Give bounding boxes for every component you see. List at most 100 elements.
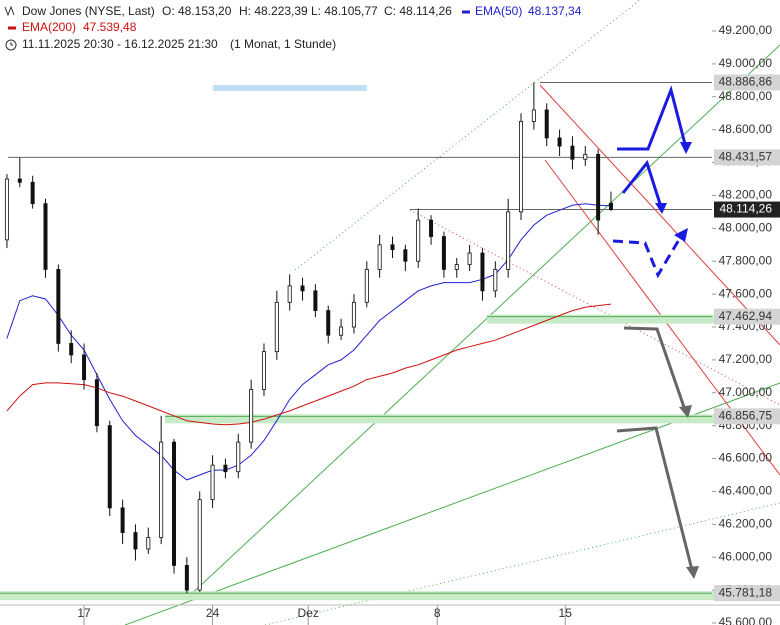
y-tick-label: 48.800,00 (719, 89, 773, 103)
arrow (621, 159, 663, 208)
candle-body (454, 264, 459, 270)
price-tag-label: 48.431,57 (719, 150, 773, 164)
arrow-head (686, 566, 699, 579)
x-tick-label: Dez (298, 606, 319, 620)
candle-body (506, 211, 511, 270)
candle-body (43, 203, 48, 270)
y-tick-label: 49.000,00 (719, 56, 773, 70)
plot (4, 82, 613, 594)
candle-body (493, 269, 498, 292)
candle-body (274, 301, 279, 353)
axis: 45.600,0045.800,0046.000,0046.200,0046.4… (0, 23, 780, 625)
candle-body (364, 269, 369, 303)
period: (1 Monat, 1 Stunde) (230, 37, 336, 51)
price-tag-label: 45.781,18 (719, 585, 773, 599)
candle-body (172, 441, 177, 566)
price-tag-label: 48.114,26 (720, 202, 773, 216)
candle-body (480, 252, 485, 292)
x-tick-label: 17 (77, 606, 91, 620)
candle-body (159, 441, 164, 538)
y-tick-label: 48.000,00 (719, 221, 773, 235)
y-tick-label: 46.000,00 (719, 549, 773, 563)
x-tick-label: 8 (434, 606, 441, 620)
instrument-name: Dow Jones (NYSE, Last) (22, 4, 155, 18)
candle-body (184, 565, 189, 591)
candle-body (30, 181, 35, 205)
candle-body (351, 301, 356, 328)
arrow (617, 85, 688, 151)
ohlc: C: 48.114,26 (384, 4, 452, 18)
candle-body (326, 310, 331, 336)
arrow-head (680, 142, 692, 154)
highlight-bar (213, 85, 367, 91)
candle-body (4, 178, 9, 241)
y-tick-label: 47.800,00 (719, 253, 773, 267)
candle-body (557, 137, 562, 147)
ohlc: L: 48.105,77 (311, 4, 378, 18)
channel-line (409, 209, 780, 406)
candle-body (429, 219, 434, 237)
candle-body (107, 425, 112, 509)
x-tick-label: 24 (206, 606, 220, 620)
y-tick-label: 47.200,00 (719, 352, 773, 366)
y-tick-label: 47.000,00 (719, 385, 773, 399)
support-zone (0, 591, 780, 601)
candle-body (531, 109, 536, 122)
trend-line (294, 0, 641, 271)
candle-body (467, 252, 472, 265)
y-tick-label: 46.600,00 (719, 451, 773, 465)
clock-icon (10, 42, 13, 46)
candle-body (377, 244, 382, 270)
candle-body (56, 269, 61, 344)
ema-line (6, 203, 612, 481)
date-range: 11.11.2025 20:30 - 16.12.2025 21:30 (22, 37, 218, 51)
price-tag (714, 408, 780, 425)
candle-body (583, 153, 588, 160)
y-tick-label: 45.600,00 (719, 615, 773, 625)
price-tag-label: 47.462,94 (719, 309, 773, 323)
y-tick-label: 47.600,00 (719, 286, 773, 300)
trend-line (264, 502, 780, 625)
arrows (612, 85, 699, 579)
candle-body (249, 389, 254, 443)
candle-body (339, 326, 344, 336)
x-tick-label: 15 (559, 606, 573, 620)
candle-body (441, 236, 446, 270)
candle-body (570, 145, 575, 160)
candle-body (416, 219, 421, 262)
candle-body (519, 121, 524, 213)
arrow-head (655, 203, 667, 214)
candle-body (210, 464, 215, 501)
candle-body (146, 537, 151, 550)
legend-name: EMA(50) (475, 4, 522, 18)
legend-value: 47.539,48 (83, 20, 137, 34)
candle-body (17, 178, 22, 183)
candle-body (390, 244, 395, 251)
candle-body (313, 290, 318, 311)
candle-body (403, 249, 408, 262)
arrow-head (679, 405, 692, 418)
y-tick-label: 46.200,00 (719, 517, 773, 531)
price-tag (714, 308, 780, 325)
arrow-head (674, 228, 688, 242)
trend-line (184, 44, 780, 601)
candle-body (608, 202, 613, 210)
candle-body (133, 532, 138, 550)
candle-body (596, 153, 601, 221)
ema-line (6, 303, 612, 426)
y-tick-label: 48.200,00 (719, 188, 773, 202)
price-tag (714, 149, 780, 166)
arrow (612, 237, 682, 279)
price-tag (714, 74, 780, 91)
candle-body (236, 441, 241, 473)
support-zone (487, 314, 780, 324)
legend-value: 48.137,34 (528, 4, 582, 18)
support-zone (165, 414, 780, 424)
ohlc: O: 48.153,20 (162, 4, 232, 18)
clock-icon (5, 39, 17, 51)
candle-body (94, 379, 99, 427)
y-tick-label: 49.200,00 (719, 23, 773, 37)
price-tag (714, 585, 780, 602)
candle-body (69, 343, 74, 356)
